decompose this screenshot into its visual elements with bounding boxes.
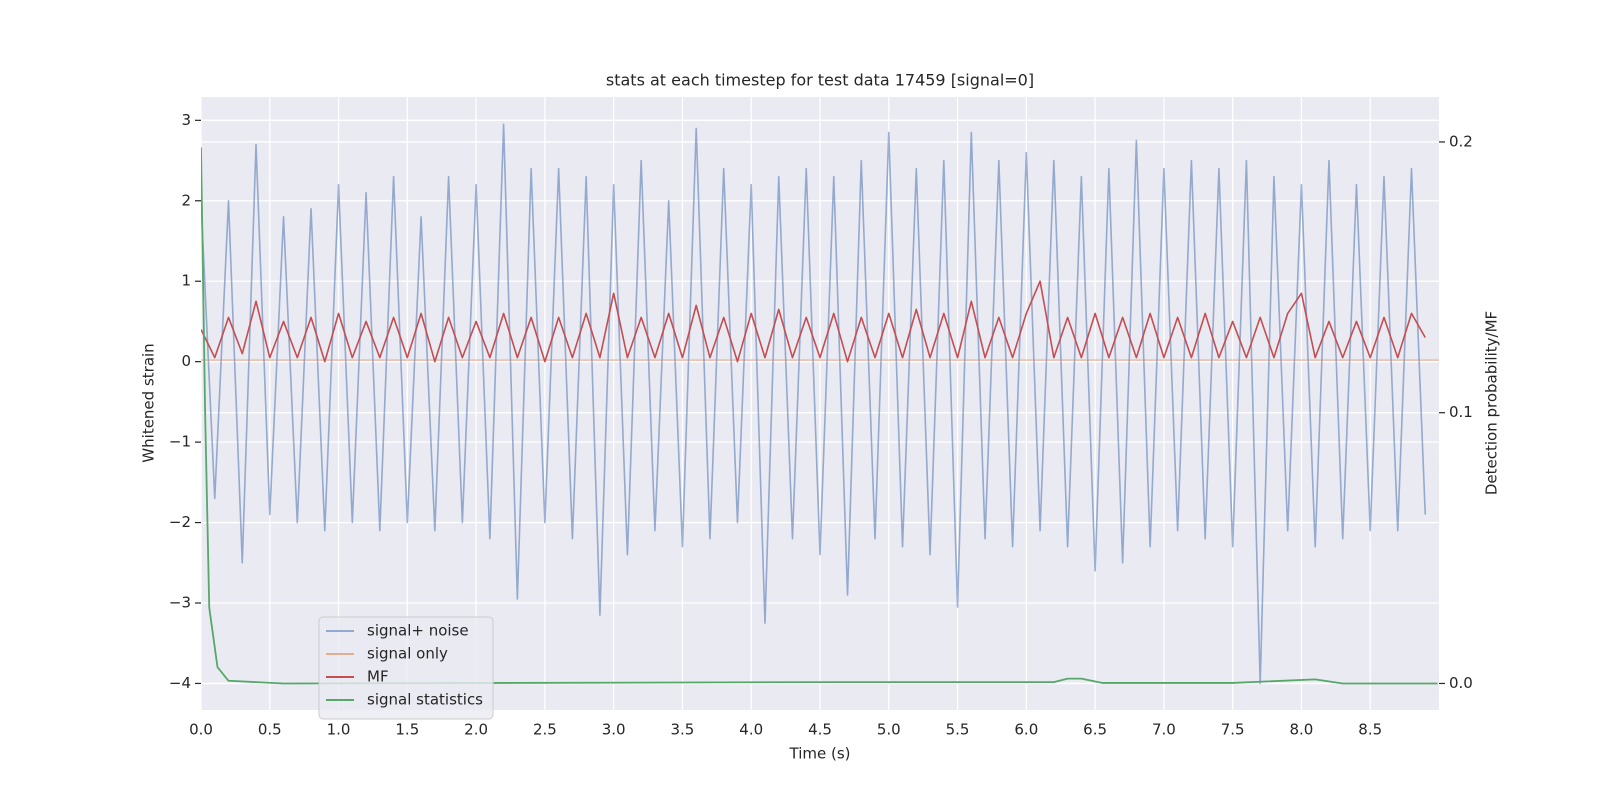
x-tick-label: 6.5 xyxy=(1083,721,1107,739)
x-axis-label: Time (s) xyxy=(789,745,851,763)
legend-label: signal statistics xyxy=(367,691,483,709)
x-tick-label: 5.5 xyxy=(946,721,970,739)
x-tick-label: 2.5 xyxy=(533,721,557,739)
x-tick-label: 8.0 xyxy=(1290,721,1314,739)
y2-tick-label: 0.2 xyxy=(1449,132,1473,150)
series-line xyxy=(201,280,1426,363)
x-tick-label: 4.5 xyxy=(808,721,832,739)
legend-label: signal only xyxy=(367,645,448,663)
y-tick-label: 0 xyxy=(181,352,191,370)
x-tick-label: 5.0 xyxy=(877,721,901,739)
legend-box xyxy=(318,616,494,720)
y-tick-label: −1 xyxy=(169,433,191,451)
y-tick-label: 3 xyxy=(181,111,191,129)
chart-title: stats at each timestep for test data 174… xyxy=(606,71,1034,90)
y-tick-label: 2 xyxy=(181,191,191,209)
y2-tick-label: 0.1 xyxy=(1449,403,1473,421)
x-tick-label: 3.5 xyxy=(671,721,695,739)
y2-tick-label: 0.0 xyxy=(1449,674,1473,692)
y-tick-label: −3 xyxy=(169,594,191,612)
x-tick-label: 0.5 xyxy=(258,721,282,739)
x-tick-label: 1.5 xyxy=(395,721,419,739)
x-tick-label: 2.0 xyxy=(464,721,488,739)
y-tick-label: 1 xyxy=(181,272,191,290)
legend-label: MF xyxy=(367,668,389,686)
plot-lines xyxy=(201,123,1439,685)
legend-label: signal+ noise xyxy=(367,622,469,640)
x-tick-label: 0.0 xyxy=(189,721,213,739)
x-tick-label: 4.0 xyxy=(739,721,763,739)
y-axis-label: Whitened strain xyxy=(140,343,158,462)
x-tick-label: 7.5 xyxy=(1221,721,1245,739)
series-line xyxy=(201,123,1427,685)
series-line xyxy=(201,147,1438,685)
y2-axis-label: Detection probability/MF xyxy=(1483,311,1501,495)
x-tick-label: 3.0 xyxy=(602,721,626,739)
x-tick-label: 1.0 xyxy=(327,721,351,739)
y-tick-label: −2 xyxy=(169,513,191,531)
x-tick-label: 6.0 xyxy=(1014,721,1038,739)
x-tick-label: 8.5 xyxy=(1358,721,1382,739)
x-tick-label: 7.0 xyxy=(1152,721,1176,739)
y-tick-label: −4 xyxy=(169,674,191,692)
